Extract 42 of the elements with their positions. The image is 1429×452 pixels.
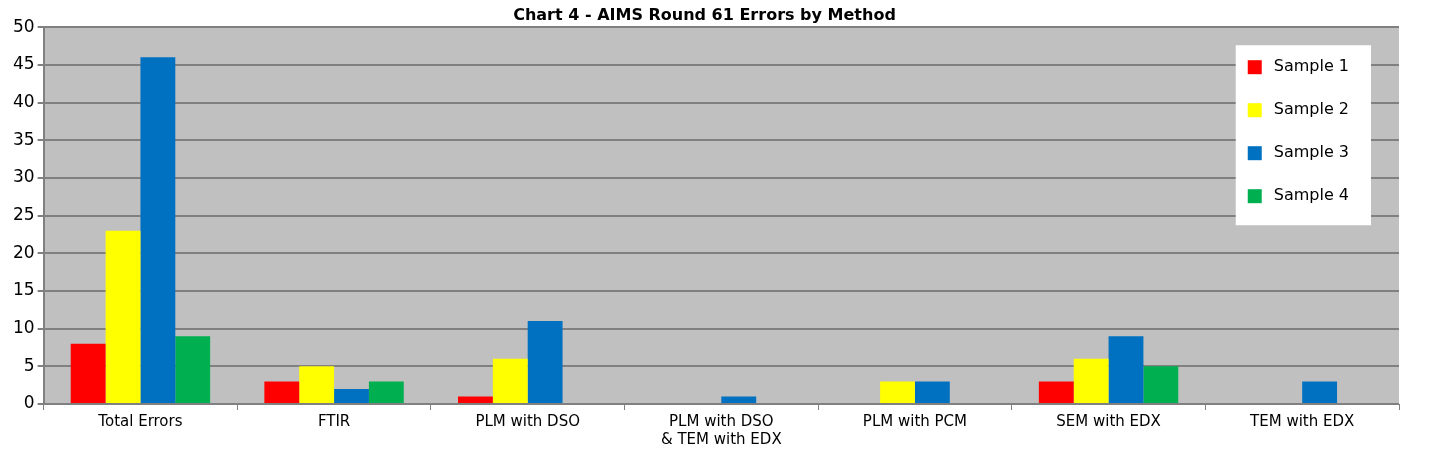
bar [70,343,106,403]
x-tick-label: TEM with EDX [1249,411,1355,430]
x-tick-label: FTIR [317,411,351,430]
y-tick-label: 20 [12,241,35,262]
bar [368,381,404,403]
bar [1302,381,1338,403]
x-tick-label: PLM with PCM [862,411,968,430]
bar [1108,336,1144,403]
bar [334,388,369,403]
x-tick-label: PLM with DSO [475,411,580,430]
legend-label: Sample 3 [1273,142,1350,162]
x-tick-label: PLM with DSO & TEM with EDX [660,411,782,448]
chart-title: Chart 4 - AIMS Round 61 Errors by Method [513,4,896,24]
y-tick-label: 30 [12,166,35,187]
bar [105,230,141,403]
y-tick-label: 45 [12,53,35,74]
y-tick-label: 5 [23,354,35,375]
bar [175,336,211,403]
x-tick-label: SEM with EDX [1056,411,1161,430]
bar [457,396,493,403]
y-tick-label: 35 [12,128,35,149]
y-tick-label: 0 [23,392,35,413]
bar [880,381,915,403]
legend-label: Sample 2 [1273,99,1350,119]
bar [264,381,300,403]
x-tick-label: Total Errors [97,411,183,430]
bar [1073,358,1109,403]
legend-label: Sample 1 [1273,56,1350,76]
bar [1038,381,1074,403]
y-tick-label: 15 [12,279,35,300]
legend-label: Sample 4 [1273,185,1350,205]
bar [721,396,757,403]
bar [1143,366,1179,403]
bar [914,381,950,403]
y-tick-label: 10 [12,317,35,338]
bar [492,358,528,403]
y-tick-label: 50 [12,15,35,36]
y-tick-label: 25 [12,204,35,225]
bar [140,57,176,403]
bar [299,366,335,403]
y-tick-label: 40 [12,90,35,111]
bar [527,321,563,403]
